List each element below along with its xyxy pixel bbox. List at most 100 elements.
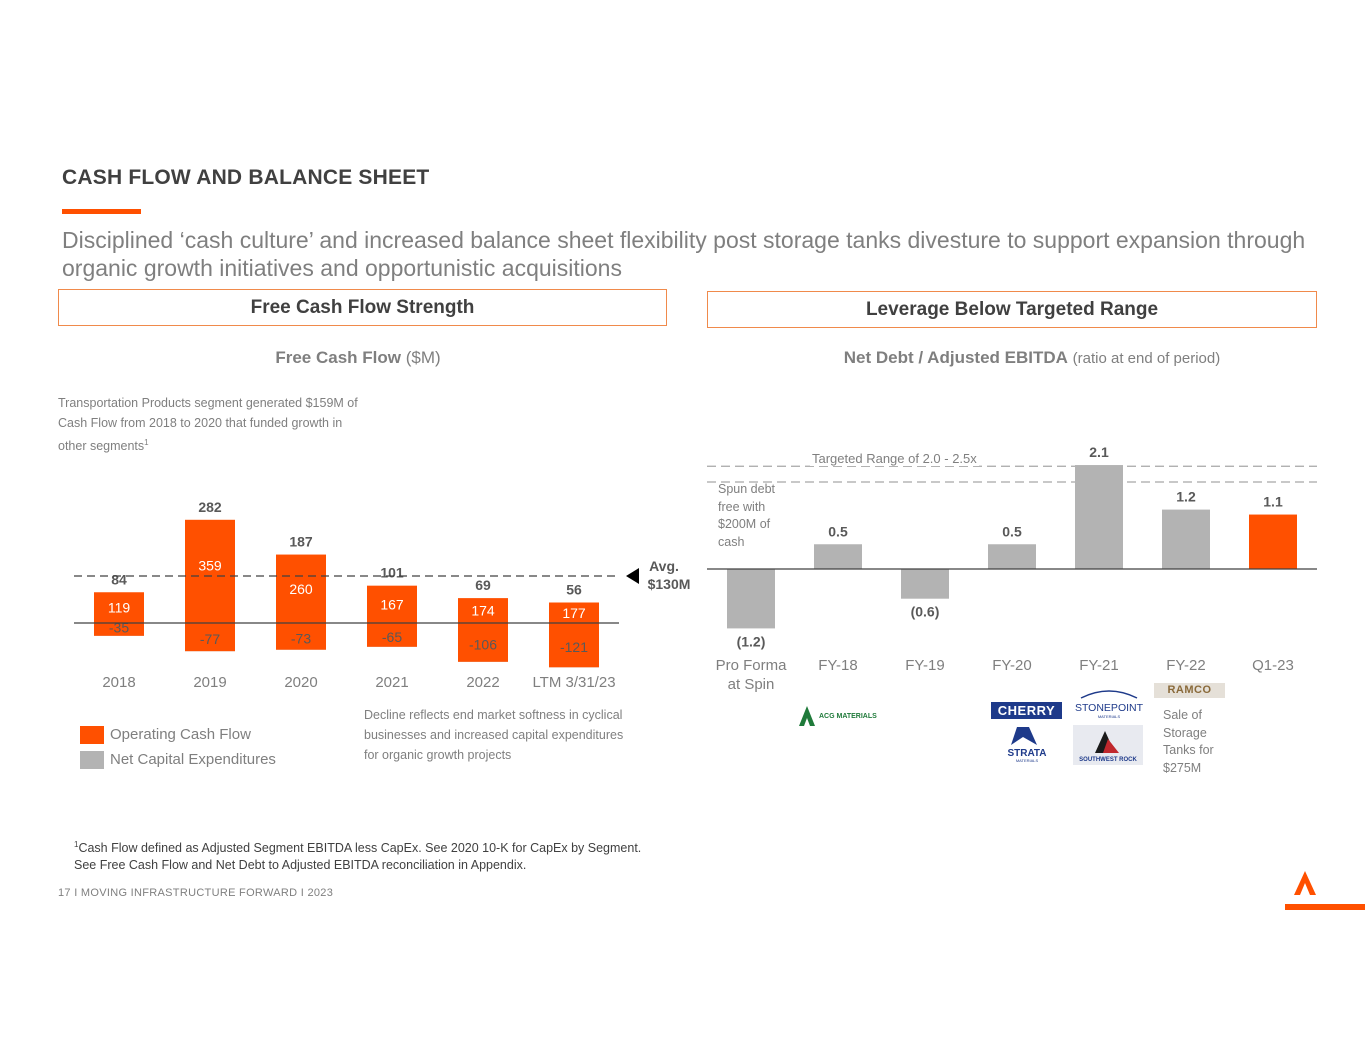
fcf-category-label: LTM 3/31/23 <box>532 674 615 691</box>
fcf-total-label: 282 <box>198 499 222 515</box>
ocf-value-label: 359 <box>198 557 222 573</box>
page-subtitle: Disciplined ‘cash culture’ and increased… <box>62 227 1306 281</box>
capex-value-label: -73 <box>291 630 311 646</box>
southwest-rock-logo: SOUTHWEST ROCK <box>1073 725 1143 765</box>
leverage-category-label: FY-18 <box>818 657 857 674</box>
arcosa-brand-logo <box>1285 871 1365 910</box>
leverage-value-label: (1.2) <box>737 633 766 649</box>
ocf-bar <box>458 598 508 662</box>
stonepoint-logo-sub: MATERIALS <box>1098 714 1121 719</box>
legend-capex-label: Net Capital Expenditures <box>110 751 276 768</box>
ocf-value-label: 177 <box>562 605 586 621</box>
fcf-category-label: 2019 <box>193 674 226 691</box>
ocf-bar <box>94 592 144 636</box>
fcf-total-label: 101 <box>380 565 404 581</box>
fcf-note-text: Transportation Products segment generate… <box>58 396 358 454</box>
fcf-note: Transportation Products segment generate… <box>58 393 368 456</box>
leverage-bar <box>901 569 949 599</box>
ocf-value-label: 119 <box>108 600 131 616</box>
leverage-chart-title: Net Debt / Adjusted EBITDA (ratio at end… <box>707 348 1357 368</box>
leverage-category-label: FY-20 <box>992 657 1031 674</box>
leverage-chart-title-bold: Net Debt / Adjusted EBITDA <box>843 348 1068 367</box>
acg-materials-logo: ACG MATERIALS <box>797 702 887 728</box>
avg-label-2: $130M <box>648 576 691 592</box>
leverage-bar <box>727 569 775 629</box>
leverage-value-label: 1.1 <box>1263 494 1283 510</box>
leverage-header: Leverage Below Targeted Range <box>707 291 1317 328</box>
leverage-category-label: FY-19 <box>905 657 944 674</box>
free-cash-flow-header: Free Cash Flow Strength <box>58 289 667 326</box>
fcf-category-label: 2021 <box>375 674 408 691</box>
ocf-value-label: 167 <box>380 596 404 612</box>
leverage-bar <box>988 544 1036 569</box>
leverage-category-label: FY-21 <box>1079 657 1118 674</box>
stonepoint-logo-text: STONEPOINT <box>1075 702 1144 714</box>
strata-logo-sub: MATERIALS <box>1016 758 1039 763</box>
leverage-value-label: (0.6) <box>911 604 940 620</box>
leverage-bar <box>1162 509 1210 569</box>
leverage-category-label: Q1-23 <box>1252 657 1294 674</box>
ocf-bar <box>276 554 326 650</box>
fcf-category-label: 2018 <box>102 674 135 691</box>
leverage-chart-title-sub: (ratio at end of period) <box>1072 350 1221 367</box>
capex-value-label: -121 <box>560 639 588 655</box>
title-accent-bar <box>62 209 141 214</box>
leverage-category-label: Pro Forma <box>716 657 788 674</box>
leverage-value-label: 2.1 <box>1089 444 1109 460</box>
fcf-category-label: 2022 <box>466 674 499 691</box>
footnote-line-2: See Free Cash Flow and Net Debt to Adjus… <box>74 858 527 873</box>
fcf-chart-title: Free Cash Flow ($M) <box>58 348 658 368</box>
footnote-sup: 1 <box>74 840 79 849</box>
spun-note: Spun debt free with $200M of cash <box>718 482 775 549</box>
ramco-logo: RAMCO <box>1154 683 1225 698</box>
legend-capex-swatch <box>80 751 104 769</box>
legend-ocf-swatch <box>80 726 104 744</box>
avg-arrow-icon <box>626 568 639 584</box>
strata-logo-text: STRATA <box>1007 748 1046 759</box>
footer: 17 I MOVING INFRASTRUCTURE FORWARD I 202… <box>58 887 334 899</box>
stonepoint-logo: STONEPOINT MATERIALS <box>1073 688 1145 720</box>
leverage-value-label: 0.5 <box>1002 523 1022 539</box>
fcf-category-label: 2020 <box>284 674 317 691</box>
fcf-note-sup: 1 <box>144 438 149 447</box>
avg-label-1: Avg. <box>649 558 679 574</box>
footnote-line-1: Cash Flow defined as Adjusted Segment EB… <box>78 841 642 856</box>
ocf-bar <box>549 602 599 668</box>
capex-value-label: -65 <box>382 629 402 645</box>
sale-note: Sale of Storage Tanks for $275M <box>1163 708 1214 775</box>
fcf-total-label: 69 <box>475 577 491 593</box>
footnote: 1Cash Flow defined as Adjusted Segment E… <box>74 836 694 874</box>
ocf-value-label: 174 <box>471 603 495 619</box>
strata-logo: STRATA MATERIALS <box>1003 725 1051 763</box>
leverage-category-label: FY-22 <box>1166 657 1205 674</box>
legend-ocf-label: Operating Cash Flow <box>110 726 251 743</box>
fcf-chart-title-unit: ($M) <box>405 348 441 367</box>
decline-note: Decline reflects end market softness in … <box>364 708 624 762</box>
capex-value-label: -77 <box>200 631 220 647</box>
page-title: CASH FLOW AND BALANCE SHEET <box>62 166 430 189</box>
southwest-rock-logo-text: SOUTHWEST ROCK <box>1079 757 1137 763</box>
leverage-category-label: at Spin <box>728 676 775 693</box>
ocf-bar <box>185 519 235 652</box>
ocf-bar <box>367 585 417 647</box>
fcf-total-label: 187 <box>289 534 313 550</box>
cherry-logo: CHERRY <box>991 702 1062 719</box>
southwest-rock-logo-mark: SOUTHWEST ROCK <box>1073 725 1143 765</box>
stonepoint-logo-mark: STONEPOINT MATERIALS <box>1075 690 1144 719</box>
fcf-chart-title-bold: Free Cash Flow <box>275 348 401 367</box>
leverage-bar <box>1249 514 1297 569</box>
strata-logo-mark: STRATA MATERIALS <box>1007 727 1047 763</box>
capex-value-label: -35 <box>109 619 129 635</box>
ocf-value-label: 260 <box>289 581 313 597</box>
leverage-value-label: 1.2 <box>1176 489 1196 505</box>
leverage-bar <box>1075 465 1123 569</box>
leverage-bar <box>814 544 862 569</box>
acg-logo-text: ACG MATERIALS <box>819 713 877 720</box>
acg-logo-mark: ACG MATERIALS <box>799 706 877 726</box>
leverage-value-label: 0.5 <box>828 523 848 539</box>
target-range-label: Targeted Range of 2.0 - 2.5x <box>810 451 979 466</box>
fcf-total-label: 84 <box>111 571 127 587</box>
fcf-total-label: 56 <box>566 582 582 598</box>
capex-value-label: -106 <box>469 636 497 652</box>
